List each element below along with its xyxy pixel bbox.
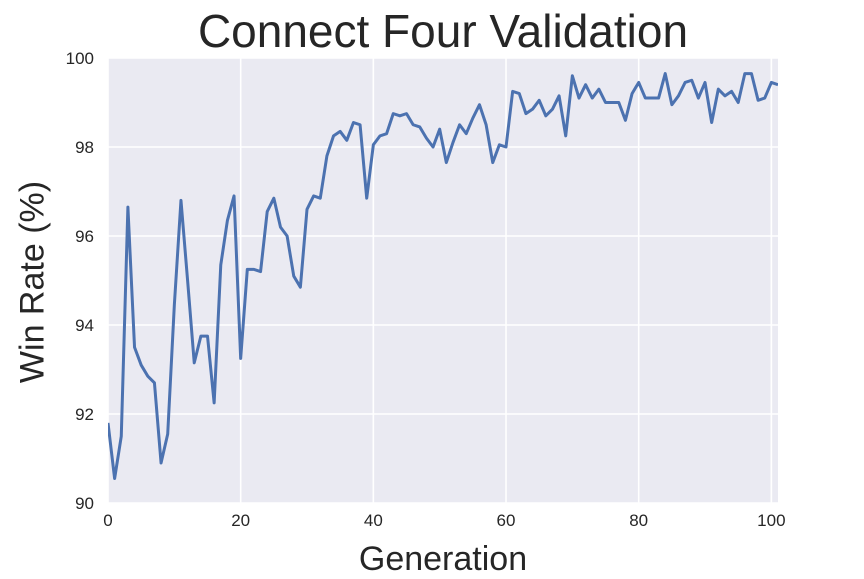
series-layer [108,72,778,481]
x-tick-label: 0 [103,511,112,530]
x-tick-label: 60 [497,511,516,530]
x-axis-label: Generation [358,540,528,578]
y-tick-label: 96 [75,227,94,246]
x-tick-label: 20 [231,511,250,530]
y-tick-label: 98 [75,138,94,157]
series-line-0 [108,72,778,481]
y-tick-label: 94 [75,316,94,335]
y-tick-label: 90 [75,494,94,513]
x-tick-label: 40 [364,511,383,530]
gridlines [107,57,778,504]
plot-area [108,58,778,503]
x-tick-label: 100 [757,511,785,530]
y-tick-label: 100 [66,49,94,68]
x-axis-ticks: 0 20 40 60 80 100 [103,511,785,530]
chart-title: Connect Four Validation [197,5,689,57]
y-tick-label: 92 [75,405,94,424]
x-tick-label: 80 [629,511,648,530]
y-axis-label: Win Rate (%) [13,180,52,384]
y-axis-ticks: 90 92 94 96 98 100 [66,49,94,513]
